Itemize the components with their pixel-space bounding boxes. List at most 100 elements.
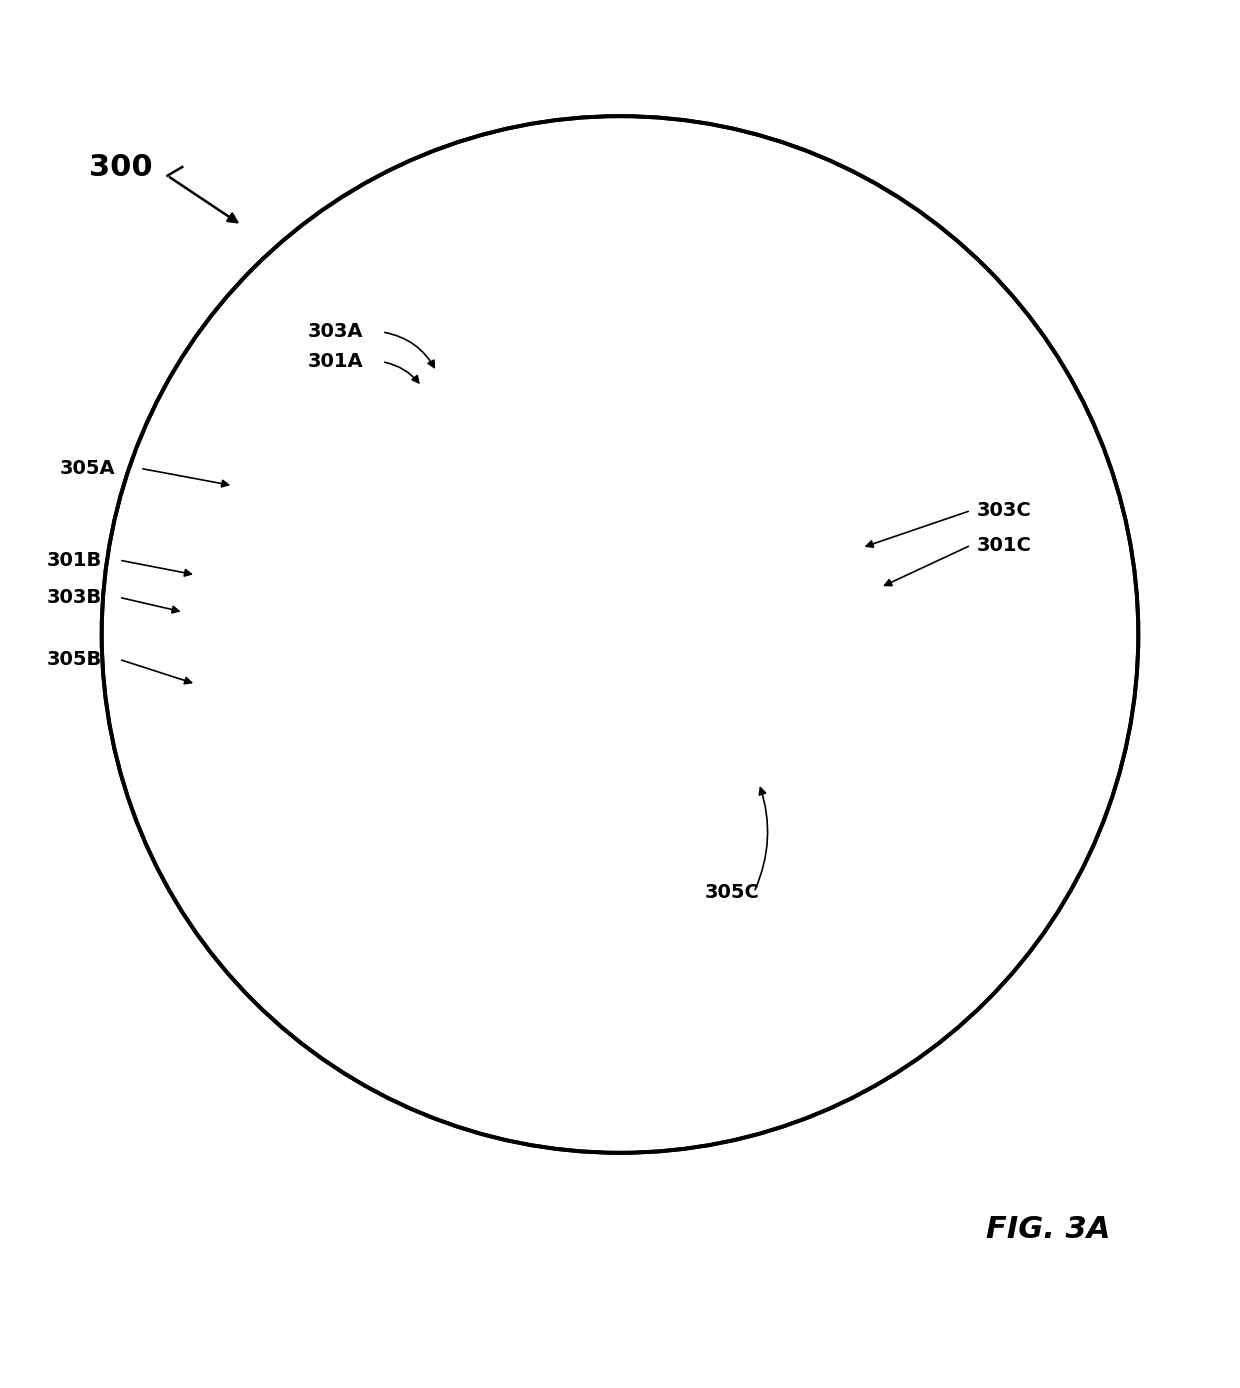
Bar bbox=[673, 613, 686, 630]
Bar bbox=[673, 698, 686, 715]
Bar bbox=[129, 942, 278, 952]
Bar bbox=[254, 380, 267, 400]
Bar bbox=[293, 346, 303, 361]
Bar bbox=[159, 648, 176, 670]
Circle shape bbox=[300, 432, 325, 455]
Bar bbox=[589, 579, 601, 595]
Bar bbox=[508, 1091, 601, 1126]
Polygon shape bbox=[568, 520, 804, 833]
Polygon shape bbox=[226, 164, 283, 217]
Bar bbox=[129, 1002, 278, 1012]
Text: 305A: 305A bbox=[60, 459, 115, 477]
Bar bbox=[193, 486, 208, 505]
Bar bbox=[236, 791, 248, 801]
Polygon shape bbox=[1085, 421, 1135, 471]
Circle shape bbox=[300, 595, 325, 619]
Polygon shape bbox=[130, 486, 143, 719]
Bar bbox=[213, 562, 228, 583]
Bar bbox=[281, 365, 300, 390]
Text: 301A: 301A bbox=[308, 353, 363, 371]
Circle shape bbox=[779, 386, 804, 411]
Circle shape bbox=[665, 972, 699, 1006]
Polygon shape bbox=[1085, 682, 1135, 731]
Bar bbox=[697, 781, 712, 801]
Circle shape bbox=[149, 960, 198, 1010]
Bar bbox=[182, 605, 202, 630]
Bar bbox=[701, 613, 713, 630]
Bar bbox=[360, 979, 521, 1006]
Polygon shape bbox=[130, 666, 279, 719]
Bar bbox=[248, 518, 260, 533]
Text: 301B: 301B bbox=[47, 551, 103, 569]
Bar bbox=[146, 770, 164, 786]
Bar bbox=[728, 655, 740, 673]
Bar bbox=[304, 411, 316, 432]
Bar bbox=[301, 282, 314, 297]
Polygon shape bbox=[242, 211, 353, 496]
Bar bbox=[254, 411, 267, 432]
Polygon shape bbox=[122, 927, 285, 1044]
Bar bbox=[673, 780, 686, 797]
Bar bbox=[203, 793, 218, 805]
Bar bbox=[129, 981, 278, 991]
Bar bbox=[673, 572, 686, 587]
Bar bbox=[160, 615, 175, 634]
Bar bbox=[253, 311, 268, 333]
Bar bbox=[213, 640, 228, 659]
Circle shape bbox=[779, 126, 804, 151]
Text: 301C: 301C bbox=[977, 536, 1032, 555]
Bar bbox=[615, 537, 630, 554]
Text: FIG. 3A: FIG. 3A bbox=[986, 1214, 1110, 1244]
Text: 300: 300 bbox=[89, 153, 153, 182]
Bar bbox=[146, 801, 164, 816]
Polygon shape bbox=[285, 421, 477, 626]
Polygon shape bbox=[242, 161, 353, 223]
Bar bbox=[728, 616, 740, 633]
Bar bbox=[645, 781, 660, 801]
Bar bbox=[260, 339, 273, 354]
Bar bbox=[632, 1091, 725, 1126]
Bar bbox=[777, 784, 790, 802]
Bar bbox=[588, 704, 603, 723]
Bar bbox=[728, 740, 740, 758]
Bar bbox=[645, 654, 660, 675]
Bar bbox=[589, 543, 601, 558]
Bar bbox=[588, 747, 603, 766]
Bar bbox=[161, 573, 174, 591]
Circle shape bbox=[817, 869, 839, 891]
Bar bbox=[268, 279, 278, 291]
Polygon shape bbox=[143, 444, 279, 709]
Bar bbox=[129, 962, 278, 972]
Bar bbox=[618, 783, 632, 804]
Bar bbox=[242, 598, 254, 616]
Circle shape bbox=[780, 409, 802, 432]
Text: 305C: 305C bbox=[704, 883, 759, 902]
Bar bbox=[179, 797, 193, 809]
Circle shape bbox=[430, 529, 649, 747]
Bar bbox=[185, 568, 200, 587]
Circle shape bbox=[440, 426, 465, 451]
Polygon shape bbox=[360, 124, 816, 421]
Bar bbox=[646, 536, 658, 550]
Bar bbox=[285, 304, 298, 321]
Bar bbox=[148, 743, 162, 755]
Bar bbox=[618, 659, 632, 679]
Polygon shape bbox=[329, 930, 595, 1038]
Circle shape bbox=[817, 386, 839, 408]
Bar bbox=[673, 740, 686, 758]
Bar bbox=[260, 1091, 353, 1126]
Polygon shape bbox=[1085, 508, 1135, 558]
Bar bbox=[239, 636, 252, 654]
Circle shape bbox=[358, 409, 381, 432]
Bar bbox=[699, 697, 714, 716]
Circle shape bbox=[358, 819, 381, 841]
Polygon shape bbox=[1085, 595, 1135, 644]
Bar bbox=[327, 297, 337, 310]
Polygon shape bbox=[122, 684, 304, 840]
Bar bbox=[166, 533, 181, 552]
Bar bbox=[588, 619, 603, 636]
Bar bbox=[279, 411, 291, 432]
Bar bbox=[777, 748, 790, 763]
Bar bbox=[701, 655, 713, 673]
Bar bbox=[181, 768, 196, 780]
